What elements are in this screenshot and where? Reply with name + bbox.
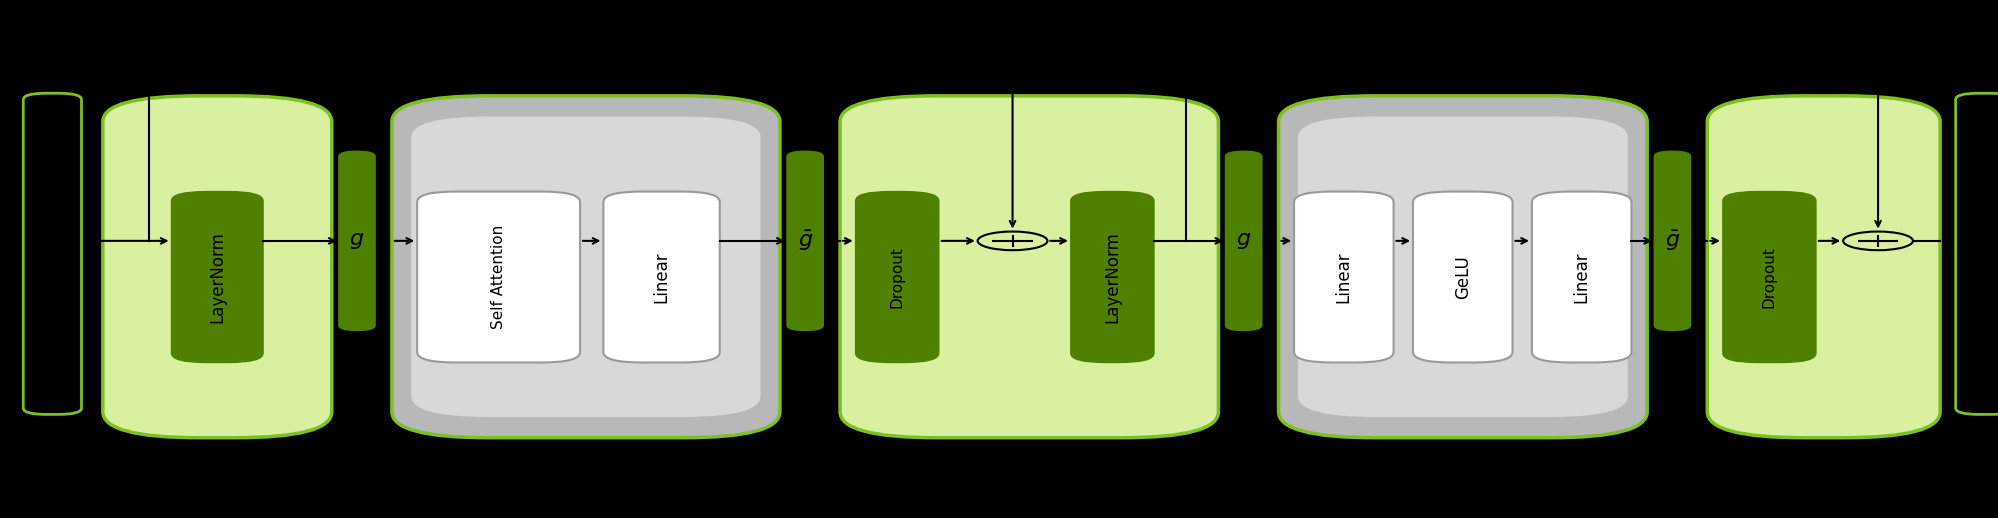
FancyBboxPatch shape: [1279, 96, 1646, 438]
Text: Linear: Linear: [651, 251, 669, 303]
Text: LayerNorm: LayerNorm: [208, 231, 226, 323]
Text: Dropout: Dropout: [889, 246, 905, 308]
FancyBboxPatch shape: [1706, 96, 1940, 438]
Text: Sequence
Parallel: Sequence Parallel: [979, 463, 1079, 501]
FancyBboxPatch shape: [1225, 152, 1261, 330]
FancyBboxPatch shape: [1293, 192, 1393, 363]
FancyBboxPatch shape: [340, 152, 374, 330]
Text: Sequence
Parallel: Sequence Parallel: [168, 463, 266, 501]
Text: Linear: Linear: [1335, 251, 1353, 303]
Text: Dropout: Dropout: [1760, 246, 1776, 308]
Text: Tensor
Parallel: Tensor Parallel: [1425, 463, 1500, 501]
FancyBboxPatch shape: [172, 192, 264, 363]
Text: Self Attention: Self Attention: [492, 225, 505, 329]
FancyBboxPatch shape: [1530, 192, 1630, 363]
Text: $\bar{g}$: $\bar{g}$: [1664, 228, 1678, 253]
FancyBboxPatch shape: [855, 192, 939, 363]
Text: $g$: $g$: [1235, 231, 1251, 251]
FancyBboxPatch shape: [392, 96, 779, 438]
Text: LayerNorm: LayerNorm: [1103, 231, 1121, 323]
FancyBboxPatch shape: [1413, 192, 1512, 363]
Text: Linear: Linear: [1572, 251, 1590, 303]
Text: GeLU: GeLU: [1453, 255, 1471, 299]
FancyBboxPatch shape: [412, 117, 759, 417]
Text: Sequence
Parallel: Sequence Parallel: [1774, 463, 1872, 501]
Text: Tensor
Parallel: Tensor Parallel: [547, 463, 623, 501]
FancyBboxPatch shape: [418, 192, 579, 363]
FancyBboxPatch shape: [102, 96, 332, 438]
Text: $\bar{g}$: $\bar{g}$: [797, 228, 813, 253]
FancyBboxPatch shape: [1654, 152, 1688, 330]
FancyBboxPatch shape: [24, 93, 82, 414]
FancyBboxPatch shape: [603, 192, 719, 363]
FancyBboxPatch shape: [1071, 192, 1153, 363]
Text: $g$: $g$: [350, 231, 364, 251]
FancyBboxPatch shape: [787, 152, 823, 330]
FancyBboxPatch shape: [1297, 117, 1626, 417]
FancyBboxPatch shape: [839, 96, 1219, 438]
FancyBboxPatch shape: [1954, 93, 1998, 414]
FancyBboxPatch shape: [1722, 192, 1814, 363]
